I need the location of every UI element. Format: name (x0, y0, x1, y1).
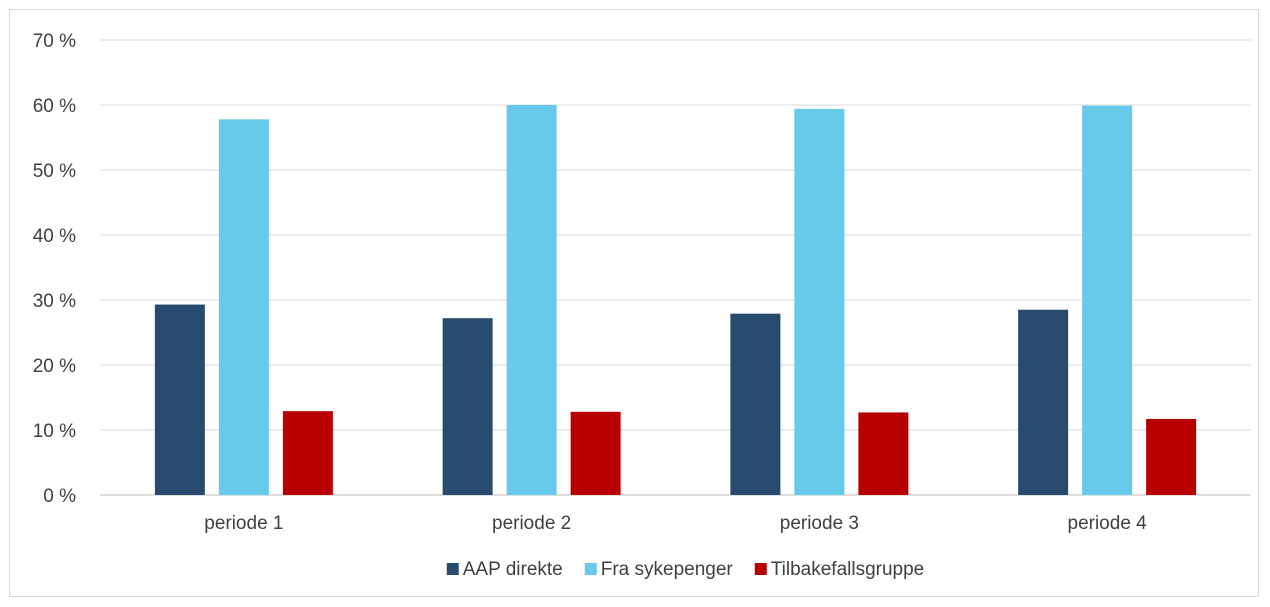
x-category-label: periode 1 (204, 513, 283, 534)
bar-fra-sykepenger-3 (794, 108, 845, 496)
y-tick-label: 10 % (33, 421, 76, 442)
bar-tilbakefallsgruppe-2 (570, 411, 621, 495)
x-category-label: periode 2 (492, 513, 571, 534)
bar-fra-sykepenger-2 (506, 105, 557, 495)
legend-swatch (584, 563, 597, 575)
bar-aap-direkte-4 (1018, 309, 1069, 495)
bar-aap-direkte-1 (154, 304, 205, 495)
x-category-label: periode 3 (780, 513, 859, 534)
y-tick-label: 70 % (33, 31, 76, 52)
y-tick-label: 0 % (43, 486, 76, 507)
bar-aap-direkte-2 (442, 318, 493, 495)
bar-tilbakefallsgruppe-3 (858, 412, 909, 495)
gridlines (100, 39, 1251, 496)
chart-frame (9, 9, 1259, 597)
x-axis-category-labels: periode 1 periode 2 periode 3 periode 4 (204, 513, 1147, 534)
legend-swatch (754, 563, 767, 575)
y-tick-label: 50 % (33, 161, 76, 182)
legend-label: Fra sykepenger (601, 559, 734, 580)
y-tick-label: 20 % (33, 356, 76, 377)
y-tick-label: 30 % (33, 291, 76, 312)
x-category-label: periode 4 (1068, 513, 1148, 534)
bar-fra-sykepenger-1 (218, 119, 269, 496)
legend-label: AAP direkte (463, 559, 563, 580)
y-tick-label: 40 % (33, 226, 76, 247)
legend-swatch (446, 563, 459, 575)
bars (154, 105, 1197, 496)
legend: AAP direkte Fra sykepenger Tilbakefallsgru… (446, 559, 925, 580)
bar-fra-sykepenger-4 (1082, 105, 1133, 496)
legend-item-fra-sykepenger: Fra sykepenger (584, 559, 734, 580)
legend-label: Tilbakefallsgruppe (771, 559, 925, 580)
bar-aap-direkte-3 (730, 313, 781, 495)
legend-item-aap-direkte: AAP direkte (446, 559, 563, 580)
y-tick-label: 60 % (33, 96, 76, 117)
legend-item-tilbakefallsgruppe: Tilbakefallsgruppe (754, 559, 925, 580)
y-axis-tick-labels: 0 % 10 % 20 % 30 % 40 % 50 % 60 % 70 % (33, 31, 76, 507)
bar-tilbakefallsgruppe-1 (282, 411, 333, 495)
bar-tilbakefallsgruppe-4 (1146, 418, 1197, 495)
